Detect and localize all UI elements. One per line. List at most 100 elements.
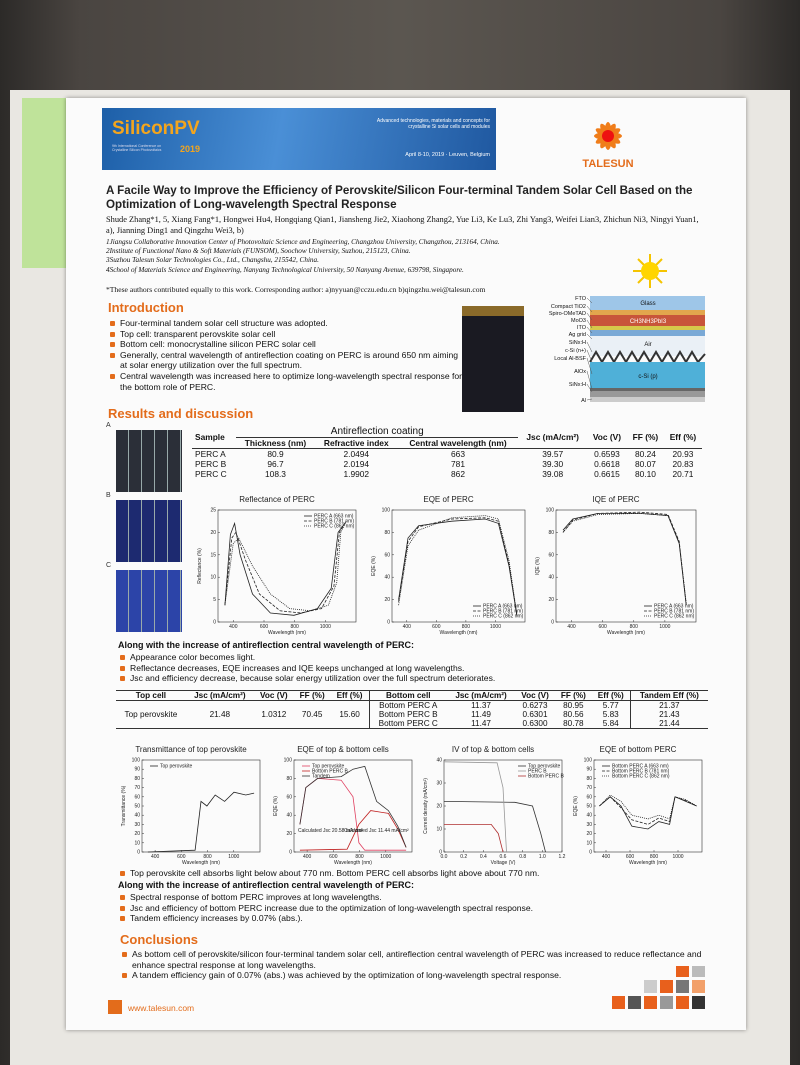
table-row: PERC A 80.9 2.0494 663 39.57 0.6593 80.24 20.93 [192, 449, 702, 459]
web-icon [108, 1000, 122, 1014]
chart-title: IQE of PERC [592, 495, 639, 504]
legend-label: Bottom PERC A (663 nm) [612, 764, 669, 770]
bullet: Reflectance decreases, EQE increases and… [120, 663, 720, 674]
legend-label: Top perovskite [528, 764, 560, 770]
header-cell: FF (%) [626, 426, 664, 449]
header-cell: Eff (%) [663, 426, 702, 449]
y-tick-label: 90 [134, 767, 140, 773]
header-cell: Thickness (nm) [236, 437, 315, 449]
sample-photo [116, 430, 182, 492]
legend-label: PERC A (663 nm) [314, 514, 354, 520]
annotation: Calculated Jsc 20.58 mA/cm² [298, 828, 363, 834]
table-cell: 80.24 [634, 449, 656, 459]
y-tick-label: 40 [384, 575, 390, 581]
header-cell: Eff (%) [591, 690, 631, 701]
authors: Shude Zhang*1, 5, Xiang Fang*1, Hongwei … [106, 215, 699, 235]
layer-inner-label: c-Si (p) [638, 374, 657, 380]
curve [443, 761, 507, 853]
y-tick-label: 20 [134, 831, 140, 837]
x-axis-label: Voltage (V) [491, 860, 516, 866]
layer-inner-label: Air [644, 342, 651, 348]
plot-frame [141, 759, 261, 853]
sample-label: C [106, 562, 112, 569]
conference-name: SiliconPV [112, 118, 200, 139]
affiliations: 1Jiangsu Collaborative Innovation Center… [106, 238, 626, 275]
banner-date: April 8-10, 2019 · Leuven, Belgium [405, 152, 490, 158]
x-tick-label: 400 [403, 624, 412, 630]
bullet: Top cell: transparent perovskite solar c… [110, 329, 465, 340]
layer-label: MoO3 [571, 318, 586, 324]
legend-label: PERC C (862 nm) [654, 614, 695, 620]
header-cell: Bottom cell [368, 690, 447, 701]
x-tick-label: 600 [598, 624, 607, 630]
y-axis-label: Transmittance (%) [121, 785, 127, 826]
y-tick-label: 30 [134, 822, 140, 828]
curve [444, 824, 504, 853]
curve [562, 512, 687, 604]
table-cell: 21.44 [629, 719, 708, 729]
x-tick-label: 800 [203, 854, 212, 860]
plot-frame [555, 509, 697, 623]
leader [586, 326, 593, 334]
y-tick-label: 40 [436, 758, 442, 764]
legend-label: Tandem [312, 774, 330, 780]
y-axis-label: Reflectance (%) [197, 548, 203, 584]
bullet: Jsc and efficiency decrease, because sol… [120, 673, 720, 684]
table-cell: 80.56 [563, 710, 584, 719]
plot-frame [293, 759, 413, 853]
y-tick-label: 15 [210, 552, 216, 558]
table-cell: 80.9 [267, 449, 284, 459]
plot-frame [391, 509, 526, 623]
y-tick-label: 50 [134, 804, 140, 810]
x-axis-label: Wavelength (nm) [334, 860, 372, 866]
curve [562, 511, 687, 605]
y-tick-label: 30 [436, 781, 442, 787]
group-header: Antireflection coating [236, 426, 519, 438]
x-tick-label: 600 [260, 624, 269, 630]
leader [586, 312, 593, 321]
table-cell: 70.45 [293, 700, 331, 729]
header-cell: Voc (V) [515, 690, 555, 701]
table-cell: PERC B [195, 459, 227, 469]
x-tick-label: 0.6 [500, 854, 507, 860]
header-cell: Jsc (mA/cm²) [185, 690, 254, 701]
x-tick-label: 1.0 [539, 854, 546, 860]
table-cell: 1.0312 [253, 700, 294, 729]
table: Sample Antireflection coating Jsc (mA/cm²)… [192, 426, 702, 479]
poster-title: A Facile Way to Improve the Efficiency o… [106, 184, 693, 211]
table-cell: PERC C [195, 469, 227, 479]
bullet: A tandem efficiency gain of 0.07% (abs.)… [122, 970, 712, 981]
x-tick-label: 1.2 [559, 854, 566, 860]
y-tick-label: 10 [210, 575, 216, 581]
table-cell: 39.30 [542, 459, 564, 469]
legend-label: PERC B (781 nm) [314, 519, 354, 525]
table-cell: 663 [451, 449, 465, 459]
conference-banner: SiliconPV 2019 9th International Confere… [102, 108, 496, 170]
bullet: Spectral response of bottom PERC improve… [120, 892, 720, 903]
table-cell: Bottom PERC C [368, 719, 447, 729]
conference-year: 2019 [180, 144, 201, 154]
bullet-list: Spectral response of bottom PERC improve… [118, 892, 720, 924]
legend-label: Bottom PERC C (862 nm) [612, 774, 670, 780]
chart-title: IV of top & bottom cells [452, 745, 534, 754]
table-cell: 39.08 [542, 469, 564, 479]
leader [586, 297, 593, 304]
table-cell: 862 [451, 469, 465, 479]
y-tick-label: 25 [210, 508, 216, 514]
header-cell: Voc (V) [586, 426, 627, 449]
section-heading: Introduction [108, 300, 184, 315]
legend-label: Bottom PERC B [528, 774, 565, 780]
banner-text: Advanced technologies, materials and con… [376, 118, 490, 130]
table-cell: Bottom PERC A [368, 700, 447, 710]
chart: IV of top & bottom cells 0.0 0.2 0.4 0.6 0.8 1… [423, 745, 566, 866]
y-tick-label: 0 [387, 620, 390, 626]
x-tick-label: 400 [602, 854, 611, 860]
x-tick-label: 0.8 [519, 854, 526, 860]
decor-tiles [612, 966, 705, 1009]
table-cell: 2.0194 [343, 459, 370, 469]
sample-label: B [106, 492, 111, 499]
company-name: TALESUN [582, 158, 634, 170]
conference-subtitle: 9th International Conference on Crystall… [112, 144, 162, 152]
annotation: Calculated Jsc 11.44 mA/cm² [344, 828, 409, 834]
x-tick-label: 800 [355, 854, 364, 860]
